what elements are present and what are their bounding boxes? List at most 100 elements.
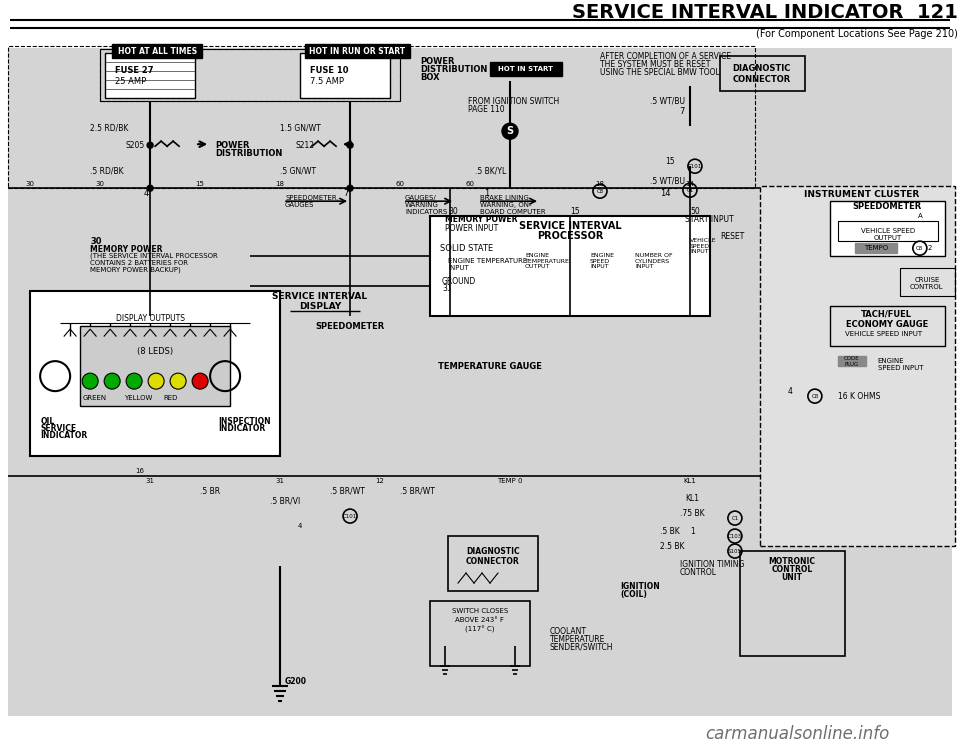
Text: 7: 7 bbox=[680, 107, 684, 116]
Text: SERVICE INTERVAL: SERVICE INTERVAL bbox=[518, 221, 621, 231]
Text: MEMORY POWER BACKUP): MEMORY POWER BACKUP) bbox=[90, 267, 180, 274]
Text: 2.5 BK: 2.5 BK bbox=[660, 542, 684, 551]
Text: BRAKE LINING: BRAKE LINING bbox=[480, 195, 529, 201]
Text: YELLOW: YELLOW bbox=[124, 395, 153, 401]
Text: 60: 60 bbox=[396, 181, 404, 187]
Text: .5 BR/VI: .5 BR/VI bbox=[270, 497, 300, 506]
Text: .5 BR/WT: .5 BR/WT bbox=[400, 486, 435, 495]
Text: SPEEDOMETER: SPEEDOMETER bbox=[852, 201, 922, 210]
Text: C1: C1 bbox=[686, 188, 693, 192]
Text: RESET: RESET bbox=[720, 232, 744, 241]
Bar bbox=[720, 56, 804, 91]
Text: 7: 7 bbox=[344, 189, 348, 198]
Text: C8: C8 bbox=[811, 394, 819, 398]
Text: CONTROL: CONTROL bbox=[910, 284, 944, 290]
Text: SERVICE INTERVAL INDICATOR  121: SERVICE INTERVAL INDICATOR 121 bbox=[572, 3, 958, 22]
Text: 15: 15 bbox=[665, 157, 675, 166]
Text: DISTRIBUTION: DISTRIBUTION bbox=[420, 65, 488, 74]
Text: WARNING: WARNING bbox=[405, 202, 439, 208]
Text: 1.5 GN/WT: 1.5 GN/WT bbox=[280, 124, 321, 133]
Text: PROCESSOR: PROCESSOR bbox=[537, 231, 603, 241]
Text: 14: 14 bbox=[685, 181, 694, 187]
Text: DIAGNOSTIC: DIAGNOSTIC bbox=[732, 63, 791, 73]
Text: DISPLAY: DISPLAY bbox=[299, 301, 341, 310]
Text: C101: C101 bbox=[343, 513, 357, 518]
Text: .5 BR/WT: .5 BR/WT bbox=[330, 486, 365, 495]
Text: UNIT: UNIT bbox=[781, 573, 803, 582]
Bar bbox=[430, 601, 530, 666]
Bar bbox=[30, 291, 280, 456]
Text: CRUISE: CRUISE bbox=[914, 278, 940, 283]
Text: BOARD COMPUTER: BOARD COMPUTER bbox=[480, 209, 545, 215]
Bar bbox=[740, 551, 845, 656]
Text: CONNECTOR: CONNECTOR bbox=[732, 75, 791, 84]
Text: INSPECTION: INSPECTION bbox=[218, 416, 271, 426]
Text: POWER: POWER bbox=[215, 141, 250, 150]
Text: .5 GN/WT: .5 GN/WT bbox=[280, 166, 316, 176]
Text: MEMORY POWER: MEMORY POWER bbox=[445, 215, 517, 224]
Text: CONTAINS 2 BATTERIES FOR: CONTAINS 2 BATTERIES FOR bbox=[90, 260, 188, 266]
Text: 4: 4 bbox=[143, 189, 149, 198]
Text: C103: C103 bbox=[728, 533, 742, 539]
Text: SPEED INPUT: SPEED INPUT bbox=[877, 365, 924, 371]
Bar bbox=[112, 44, 203, 58]
Bar bbox=[900, 268, 955, 296]
Circle shape bbox=[83, 373, 98, 389]
Circle shape bbox=[170, 373, 186, 389]
Text: S: S bbox=[507, 126, 514, 137]
Circle shape bbox=[126, 373, 142, 389]
Text: GAUGES: GAUGES bbox=[285, 202, 315, 208]
Text: (COIL): (COIL) bbox=[620, 589, 647, 598]
Text: SPEEDOMETER,: SPEEDOMETER, bbox=[285, 195, 339, 201]
Text: DIAGNOSTIC: DIAGNOSTIC bbox=[467, 547, 519, 556]
Text: 30: 30 bbox=[448, 207, 458, 216]
Text: GREEN: GREEN bbox=[84, 395, 108, 401]
Text: 30: 30 bbox=[96, 181, 105, 187]
Text: 15: 15 bbox=[570, 207, 580, 216]
Text: VEHICLE
SPEED
INPUT: VEHICLE SPEED INPUT bbox=[690, 238, 716, 254]
Text: 2: 2 bbox=[928, 245, 932, 251]
Text: 30: 30 bbox=[90, 236, 102, 245]
Bar bbox=[854, 243, 897, 253]
Text: 25 AMP: 25 AMP bbox=[115, 77, 146, 86]
Text: A: A bbox=[918, 213, 923, 219]
Text: 2.5 RD/BK: 2.5 RD/BK bbox=[90, 124, 129, 133]
Text: ABOVE 243° F: ABOVE 243° F bbox=[455, 617, 505, 623]
Text: .5 BK: .5 BK bbox=[660, 527, 680, 536]
Text: INSTRUMENT CLUSTER: INSTRUMENT CLUSTER bbox=[804, 190, 920, 199]
Text: 18: 18 bbox=[276, 181, 284, 187]
Text: 7.5 AMP: 7.5 AMP bbox=[310, 77, 344, 86]
Circle shape bbox=[348, 185, 353, 191]
Text: CONTROL: CONTROL bbox=[680, 568, 717, 577]
Text: (117° C): (117° C) bbox=[466, 625, 494, 633]
Text: S205: S205 bbox=[125, 141, 144, 150]
Text: WARNING, ON-: WARNING, ON- bbox=[480, 202, 532, 208]
Text: DISPLAY OUTPUTS: DISPLAY OUTPUTS bbox=[115, 313, 184, 323]
Text: IGNITION TIMING: IGNITION TIMING bbox=[680, 560, 744, 568]
Text: S212: S212 bbox=[295, 141, 314, 150]
Text: GAUGES/: GAUGES/ bbox=[405, 195, 437, 201]
Text: CONNECTOR: CONNECTOR bbox=[467, 557, 520, 565]
Bar bbox=[300, 53, 390, 98]
Text: .5 RD/BK: .5 RD/BK bbox=[90, 166, 124, 176]
Text: C101: C101 bbox=[687, 163, 702, 169]
Bar bbox=[9, 28, 951, 48]
Bar bbox=[430, 216, 709, 316]
Text: POWER: POWER bbox=[420, 57, 454, 66]
Text: 18: 18 bbox=[595, 181, 605, 187]
Text: .5 WT/BU: .5 WT/BU bbox=[650, 177, 684, 186]
Text: TEMPO: TEMPO bbox=[864, 245, 888, 251]
Text: 31: 31 bbox=[276, 478, 284, 484]
Text: TEMPERATURE GAUGE: TEMPERATURE GAUGE bbox=[438, 362, 542, 371]
Text: KL1: KL1 bbox=[684, 494, 699, 503]
Text: VEHICLE SPEED: VEHICLE SPEED bbox=[861, 228, 915, 234]
Text: 31: 31 bbox=[442, 283, 451, 292]
Text: ECONOMY GAUGE: ECONOMY GAUGE bbox=[846, 319, 928, 329]
Text: ENGINE
SPEED
INPUT: ENGINE SPEED INPUT bbox=[590, 253, 614, 269]
Text: OUTPUT: OUTPUT bbox=[874, 235, 902, 241]
Text: KL1: KL1 bbox=[684, 478, 696, 484]
Bar bbox=[829, 306, 945, 346]
Text: 16 K OHMS: 16 K OHMS bbox=[838, 392, 880, 401]
Circle shape bbox=[104, 373, 120, 389]
Text: 4: 4 bbox=[787, 386, 792, 395]
